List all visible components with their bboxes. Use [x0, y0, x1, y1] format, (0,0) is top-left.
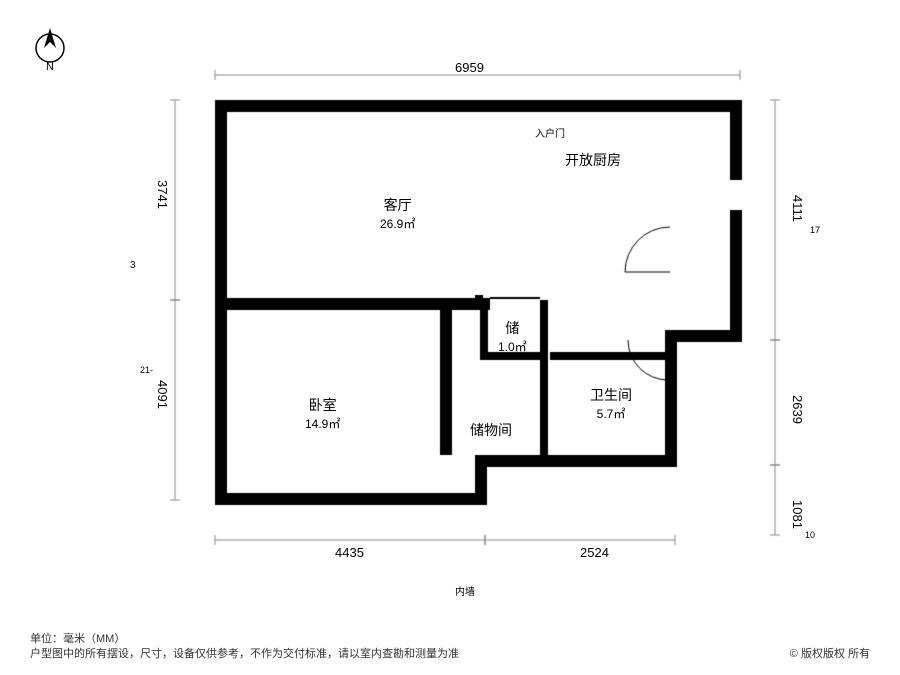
room-label: 储1.0㎡ [498, 318, 527, 355]
room-label: 卫生间5.7㎡ [590, 385, 632, 422]
room-label: 储物间 [470, 420, 512, 440]
mark-label: 内墙 [455, 583, 475, 598]
room-label: 卧室14.9㎡ [305, 395, 340, 432]
mark-label: 10 [805, 530, 815, 540]
mark-label: 3 [130, 260, 136, 271]
footer-unit: 单位：毫米（MM） [30, 630, 125, 646]
floorplan-canvas [0, 0, 900, 675]
dimension-label: 2639 [790, 395, 805, 424]
footer-disclaimer: 户型图中的所有摆设，尺寸，设备仅供参考，不作为交付标准，请以室内查勘和测量为准 [30, 645, 459, 661]
dimension-label: 4435 [335, 545, 364, 560]
svg-text:N: N [46, 61, 54, 70]
dimension-label: 1081 [790, 500, 805, 529]
dimension-label: 4091 [155, 380, 170, 409]
mark-label: 21- [140, 365, 153, 375]
dimension-label: 3741 [155, 180, 170, 209]
dimension-label: 4111 [790, 195, 805, 222]
dimension-label: 2524 [580, 545, 609, 560]
compass-north: N [30, 20, 70, 75]
room-label: 客厅26.9㎡ [380, 195, 415, 232]
room-label: 开放厨房 [565, 150, 621, 170]
mark-label: 入户门 [535, 125, 565, 140]
dimension-label: 6959 [455, 60, 484, 75]
footer-copyright: © 版权版权 所有 [790, 645, 870, 661]
mark-label: 17 [810, 225, 820, 235]
